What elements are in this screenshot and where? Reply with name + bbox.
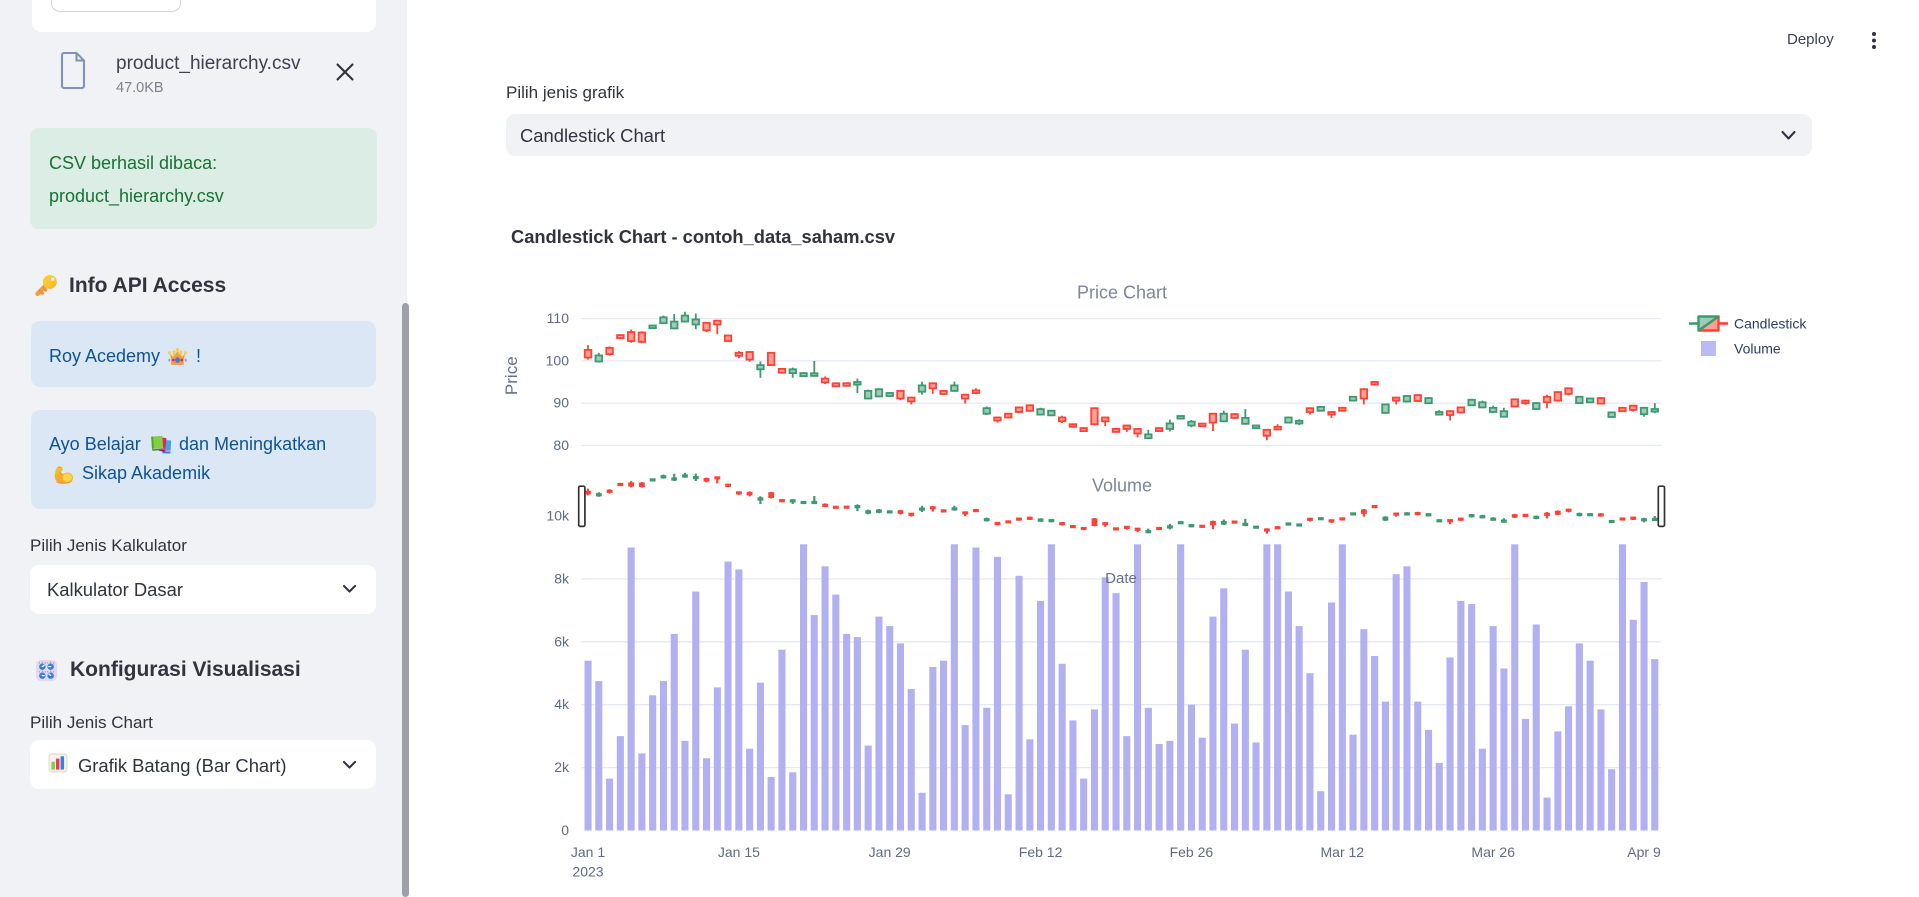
svg-text:Mar 12: Mar 12 [1321, 844, 1365, 860]
svg-text:80: 80 [553, 437, 569, 453]
svg-text:Jan 15: Jan 15 [718, 844, 760, 860]
svg-text:2023: 2023 [572, 864, 603, 880]
svg-text:8k: 8k [554, 570, 570, 586]
svg-text:Volume: Volume [1092, 476, 1152, 496]
svg-text:10k: 10k [546, 508, 570, 524]
svg-text:100: 100 [546, 352, 570, 368]
svg-text:2k: 2k [554, 759, 570, 775]
svg-text:Price Chart: Price Chart [1077, 283, 1167, 303]
svg-text:0: 0 [561, 822, 569, 838]
svg-text:Mar 26: Mar 26 [1471, 844, 1515, 860]
svg-text:Date: Date [1105, 570, 1137, 587]
svg-text:Candlestick: Candlestick [1734, 316, 1807, 332]
svg-text:Feb 26: Feb 26 [1170, 844, 1214, 860]
svg-text:90: 90 [553, 395, 569, 411]
svg-text:Feb 12: Feb 12 [1019, 844, 1063, 860]
svg-text:4k: 4k [554, 696, 570, 712]
svg-text:110: 110 [547, 310, 570, 326]
svg-text:6k: 6k [554, 633, 570, 649]
svg-text:Volume: Volume [1734, 341, 1781, 357]
svg-text:Jan 1: Jan 1 [571, 844, 605, 860]
svg-text:Price: Price [502, 356, 521, 395]
svg-text:Jan 29: Jan 29 [869, 844, 911, 860]
svg-text:Apr 9: Apr 9 [1627, 844, 1661, 860]
